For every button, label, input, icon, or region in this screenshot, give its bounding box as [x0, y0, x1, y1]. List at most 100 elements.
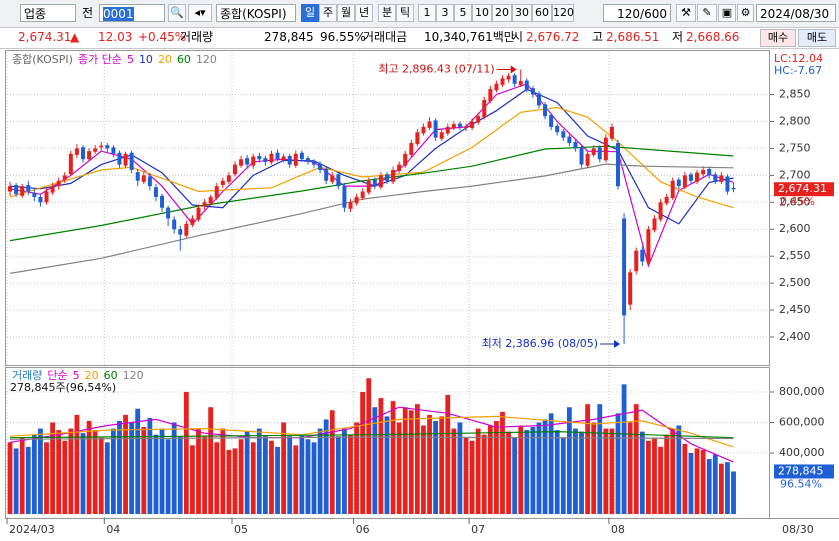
price-pane: [5, 50, 770, 366]
volume-bar: [688, 452, 694, 514]
volume-bar: [287, 436, 293, 514]
volume-bar: [421, 425, 426, 514]
candle-body: [616, 143, 621, 187]
candle-body: [622, 218, 627, 316]
tool-button[interactable]: ⚒: [676, 4, 696, 22]
candle-body: [269, 153, 274, 163]
quote-bar: 2,674.31 ▲ 12.03 +0.45% 거래량 278,845 96.5…: [0, 28, 839, 49]
volume-bar: [542, 419, 548, 514]
period-button[interactable]: 분: [378, 4, 396, 22]
change: 12.03: [98, 30, 133, 44]
code: 0001: [103, 7, 134, 21]
interval-button[interactable]: 120: [552, 4, 574, 22]
x-tick-label: 07: [471, 523, 485, 536]
volume-bar: [25, 446, 31, 514]
volume-bar: [500, 411, 505, 514]
candle-body: [257, 155, 262, 160]
candle-body: [38, 196, 43, 203]
candle-body: [530, 88, 535, 95]
candle-body: [348, 202, 353, 209]
count-box[interactable]: 120/600: [603, 4, 671, 22]
candle-body: [251, 156, 256, 166]
x-tick-label: 2024/03: [9, 523, 55, 536]
legend-text: 종합(KOSPI): [12, 53, 73, 66]
volume-bar: [342, 428, 347, 514]
market-select[interactable]: 업종: [20, 4, 76, 22]
period-button[interactable]: 틱: [396, 4, 414, 22]
volume-bar: [244, 431, 250, 514]
search-button[interactable]: 🔍: [168, 4, 186, 22]
candle-body: [506, 75, 511, 80]
candle-body: [160, 195, 165, 208]
interval-button[interactable]: 20: [492, 4, 512, 22]
y-tick-label: 600,000: [779, 415, 825, 428]
volume-bar: [670, 428, 676, 514]
volume-bar: [457, 422, 463, 514]
legend-text: 5: [127, 53, 134, 66]
volume-bar: [627, 422, 633, 514]
sell-button[interactable]: 매도: [798, 29, 836, 47]
volume-bar: [256, 428, 262, 514]
candle-body: [93, 148, 98, 152]
period-button[interactable]: 주: [319, 4, 337, 22]
interval-button[interactable]: 30: [512, 4, 532, 22]
candle-body: [293, 153, 298, 166]
legend-text: 단순: [47, 369, 67, 382]
candle-body: [725, 176, 730, 192]
volume-bar: [117, 420, 122, 514]
candle-body: [670, 180, 675, 198]
candle-body: [524, 80, 529, 90]
candle-body: [184, 223, 189, 236]
candle-body: [87, 151, 92, 160]
volume-bar: [129, 422, 135, 514]
toolbar: 업종 전 0001 🔍 ◂▾ 종합(KOSPI) 일 주 월 년 분 틱 1 3…: [0, 0, 839, 28]
candle-body: [628, 272, 633, 305]
interval-button[interactable]: 5: [454, 4, 472, 22]
buy-button[interactable]: 매수: [760, 29, 796, 47]
candle-body: [141, 175, 146, 182]
arrow-head: [614, 340, 621, 349]
candle-body: [719, 175, 724, 182]
candle-body: [305, 158, 310, 162]
interval-button[interactable]: 3: [436, 4, 454, 22]
candle-body: [50, 186, 55, 193]
sound-button[interactable]: ◂▾: [188, 4, 212, 22]
candle-body: [494, 83, 499, 91]
legend-text: 120: [123, 369, 144, 382]
interval-button[interactable]: 60: [532, 4, 552, 22]
volume-bar: [366, 378, 372, 514]
volume-bar: [7, 442, 13, 514]
tool-button[interactable]: ✎: [697, 4, 717, 22]
candle-body: [153, 187, 158, 197]
scope[interactable]: 전: [82, 6, 94, 20]
volume-bar: [487, 425, 493, 514]
period-button[interactable]: 일: [301, 4, 319, 22]
volume-bar: [311, 442, 317, 514]
volume-bar: [725, 462, 730, 514]
volume-bar: [104, 442, 110, 514]
code-input[interactable]: 0001: [99, 4, 165, 22]
period-button[interactable]: 년: [355, 4, 373, 22]
candle-body: [731, 187, 736, 190]
save-button[interactable]: ▣: [718, 4, 736, 22]
volume-bar: [360, 391, 366, 514]
date-box[interactable]: 2024/08/30: [756, 4, 836, 22]
candle-body: [281, 156, 286, 161]
count: 120/600: [617, 7, 667, 21]
interval-button[interactable]: 1: [418, 4, 436, 22]
volume-bar: [621, 384, 627, 514]
candle-body: [482, 99, 487, 118]
interval-button[interactable]: 10: [472, 4, 492, 22]
volume-bar: [469, 440, 475, 514]
volume-bar: [68, 428, 74, 514]
period-button[interactable]: 월: [337, 4, 355, 22]
candle-body: [178, 229, 183, 235]
candle-body: [713, 174, 718, 181]
candle-body: [445, 126, 450, 134]
volume-bar: [676, 425, 682, 514]
settings-button[interactable]: ⚙: [737, 4, 754, 22]
candle-body: [245, 158, 250, 165]
volume-bar: [494, 420, 499, 514]
candle-body: [688, 174, 693, 181]
